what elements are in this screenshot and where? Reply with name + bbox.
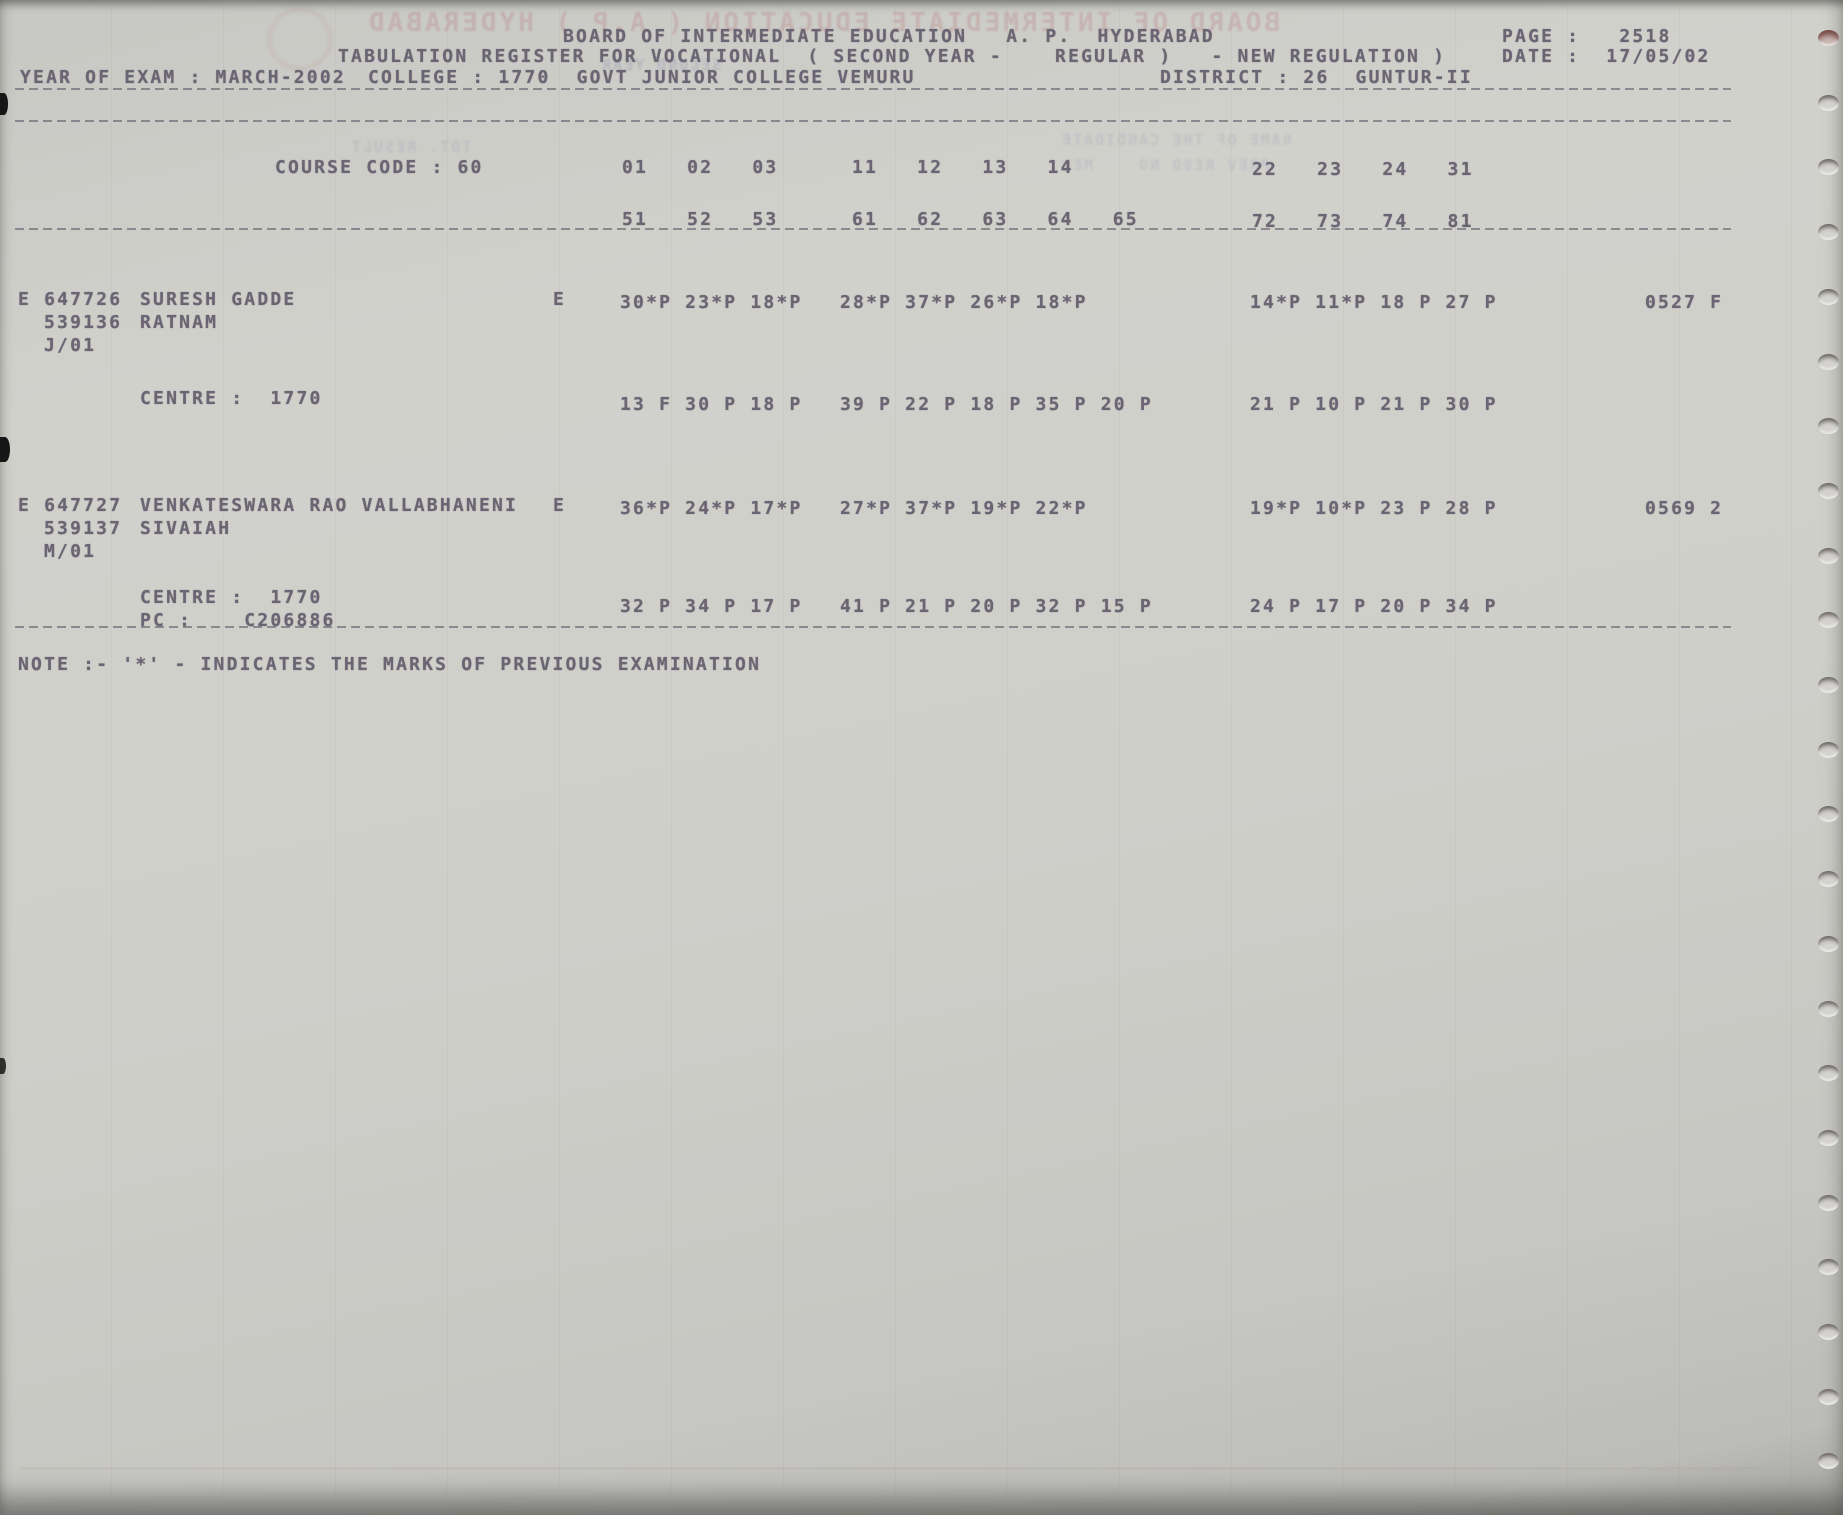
student2-centre: CENTRE : 1770 [140,588,323,609]
ink-mark [0,437,10,462]
tractor-hole [1818,1453,1839,1469]
header-board-line: BOARD OF INTERMEDIATE EDUCATION A. P. HY… [563,27,1215,48]
tractor-hole [1818,1324,1839,1340]
subject-codes-row1-group2: 11 12 13 14 [852,158,1074,179]
tractor-hole [1818,936,1839,952]
student2-marks-group3: 19*P 10*P 23 P 28 P [1250,499,1498,520]
student1-marks-group1: 30*P 23*P 18*P [620,293,803,314]
divider-line [15,626,1731,628]
divider-line [15,228,1731,230]
ghost-stamp-icon [268,8,332,70]
tractor-hole [1818,742,1839,758]
student2-name: VENKATESWARA RAO VALLABHANENI [140,496,518,517]
note-line: NOTE :- '*' - INDICATES THE MARKS OF PRE… [18,655,761,676]
header-district: DISTRICT : 26 GUNTUR-II [1160,68,1473,89]
tractor-hole [1818,677,1839,693]
tractor-hole [1818,548,1839,564]
student1-centre-marks-group1: 13 F 30 P 18 P [620,395,803,416]
divider-line [15,120,1731,122]
tractor-hole [1818,1065,1839,1081]
subject-codes-row1-group3: 22 23 24 31 [1252,160,1474,181]
student1-marks-group3: 14*P 11*P 18 P 27 P [1250,293,1498,314]
student1-centre-marks-group3: 21 P 10 P 21 P 30 P [1250,395,1498,416]
student1-month-code: J/01 [44,336,96,357]
student2-marks-group2: 27*P 37*P 19*P 22*P [840,499,1088,520]
student1-medium: E [553,290,566,311]
header-year-of-exam: YEAR OF EXAM : MARCH-2002 [20,68,346,89]
ghost-total-col-text: TOT. RESULT [350,140,471,155]
student2-centre-marks-group2: 41 P 21 P 20 P 32 P 15 P [840,597,1153,618]
student1-centre: CENTRE : 1770 [140,389,323,410]
tractor-hole [1818,1001,1839,1017]
ink-mark [0,1058,6,1074]
scanned-page: BOARD OF INTERMEDIATE EDUCATION ( A.P ) … [0,0,1843,1515]
tractor-hole [1818,1389,1839,1405]
student2-marks-group1: 36*P 24*P 17*P [620,499,803,520]
student2-total-result: 0569 2 [1645,499,1723,520]
tractor-hole [1818,354,1839,370]
student1-reg-no: E 647726 [18,290,122,311]
student2-prev-reg-no: 539137 [44,519,122,540]
student1-marks-group2: 28*P 37*P 26*P 18*P [840,293,1088,314]
student1-father-name: RATNAM [140,313,218,334]
tractor-hole [1818,871,1839,887]
student2-centre-marks-group3: 24 P 17 P 20 P 34 P [1250,597,1498,618]
student1-prev-reg-no: 539136 [44,313,122,334]
tractor-hole [1818,1195,1839,1211]
tractor-hole [1818,224,1839,240]
tractor-hole [1818,806,1839,822]
tractor-hole [1818,289,1839,305]
tractor-hole [1818,612,1839,628]
student2-centre-marks-group1: 32 P 34 P 17 P [620,597,803,618]
ghost-prev-regd-text: PREV REGD NO MED [1060,158,1270,173]
student2-month-code: M/01 [44,542,96,563]
student2-reg-no: E 647727 [18,496,122,517]
tractor-hole [1818,1130,1839,1146]
tractor-hole [1818,95,1839,111]
student2-father-name: SIVAIAH [140,519,231,540]
header-college: COLLEGE : 1770 GOVT JUNIOR COLLEGE VEMUR… [368,68,916,89]
tractor-hole [1818,159,1839,175]
header-date: DATE : 17/05/02 [1502,47,1711,68]
ink-mark [0,93,8,115]
student1-total-result: 0527 F [1645,293,1723,314]
ghost-candidate-header-text: NAME OF THE CANDIDATE [1060,133,1292,148]
student2-pc-number: PC : C206886 [140,611,336,632]
header-register-line: TABULATION REGISTER FOR VOCATIONAL ( SEC… [338,47,1446,68]
student1-centre-marks-group2: 39 P 22 P 18 P 35 P 20 P [840,395,1153,416]
header-page-number: PAGE : 2518 [1502,27,1671,48]
course-code-label: COURSE CODE : 60 [275,158,484,179]
subject-codes-row1-group1: 01 02 03 [622,158,778,179]
faint-horizontal-rule [20,1468,1760,1469]
tractor-hole [1818,483,1839,499]
divider-line [15,88,1731,90]
tractor-hole [1818,1259,1839,1275]
student2-medium: E [553,496,566,517]
tractor-hole [1818,418,1839,434]
student1-name: SURESH GADDE [140,290,296,311]
tractor-hole [1818,30,1839,46]
